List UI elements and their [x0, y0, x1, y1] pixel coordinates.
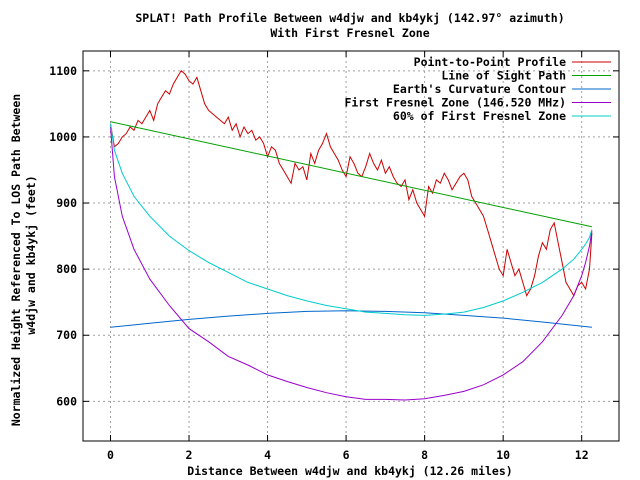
plot-frame	[82, 50, 620, 442]
legend-label-earth-s-curvature-contour: Earth's Curvature Contour	[393, 82, 566, 96]
legend-label-first-fresnel-zone-146-520-mhz: First Fresnel Zone (146.520 MHz)	[344, 96, 566, 110]
x-axis-label: Distance Between w4djw and kb4ykj (12.26…	[187, 464, 512, 478]
y-tick-label: 600	[56, 394, 77, 408]
series-line-first-fresnel-zone-146-520-mhz	[110, 126, 593, 401]
chart-subtitle: With First Fresnel Zone	[270, 26, 429, 40]
x-tick-label: 6	[343, 448, 350, 462]
y-axis-label-line2: w4djw and kb4ykj (feet)	[24, 175, 38, 334]
legend-label-line-of-sight-path: Line of Sight Path	[441, 69, 566, 83]
legend-label-point-to-point-profile: Point-to-Point Profile	[414, 55, 566, 69]
x-tick-label: 4	[264, 448, 271, 462]
series-line-line-of-sight-path	[110, 121, 593, 228]
series-line-point-to-point-profile	[110, 70, 593, 297]
x-tick-label: 10	[496, 448, 510, 462]
x-tick-label: 2	[186, 448, 193, 462]
y-tick-label: 1000	[49, 130, 77, 144]
y-tick-label: 900	[56, 196, 77, 210]
legend-label-60-of-first-fresnel-zone: 60% of First Fresnel Zone	[393, 109, 566, 123]
x-tick-label: 12	[575, 448, 589, 462]
series-line-60-of-first-fresnel-zone	[110, 123, 593, 316]
x-tick-label: 8	[421, 448, 428, 462]
series-line-earth-s-curvature-contour	[110, 310, 592, 328]
ticks: 0 2 4 6 8 10 12 600 700 800 900 1000 1100	[49, 51, 619, 462]
chart-title: SPLAT! Path Profile Between w4djw and kb…	[135, 11, 564, 25]
y-tick-label: 1100	[49, 64, 77, 78]
y-axis-label-line1: Normalized Height Referenced To LOS Path…	[9, 94, 23, 426]
y-tick-label: 700	[56, 328, 77, 342]
series-lines	[110, 70, 593, 401]
y-tick-label: 800	[56, 262, 77, 276]
x-tick-label: 0	[107, 448, 114, 462]
